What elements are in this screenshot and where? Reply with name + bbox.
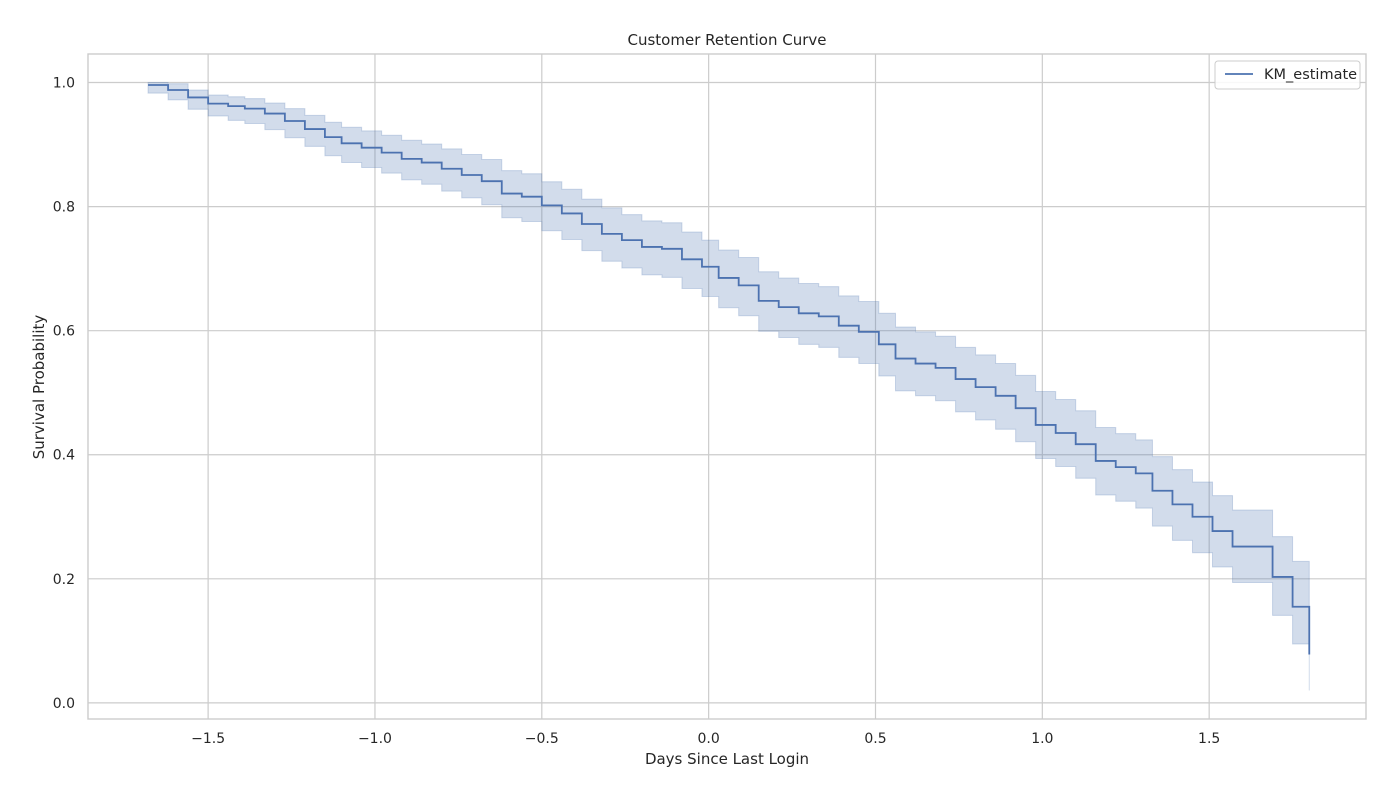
- y-tick-label: 0.6: [53, 324, 75, 340]
- legend-box: [1214, 60, 1361, 90]
- y-tick-label: 1.0: [53, 76, 75, 92]
- x-tick-labels: −1.5 −1.0 −0.5 0.0 0.5 1.0 1.5: [191, 731, 1220, 747]
- x-tick-label: 0.5: [864, 731, 886, 747]
- plot-frame: [87, 53, 1367, 720]
- x-tick-label: 1.0: [1031, 731, 1053, 747]
- x-tick-label: −0.5: [525, 731, 559, 747]
- confidence-band: [147, 82, 1310, 691]
- y-tick-labels: 0.0 0.2 0.4 0.6 0.8 1.0: [53, 76, 75, 712]
- y-axis-label: Survival Probability: [30, 315, 48, 460]
- legend: KM_estimate: [1214, 60, 1361, 90]
- series-line-layer: [148, 84, 1311, 655]
- grid-layer: [88, 54, 1366, 719]
- x-tick-label: 1.5: [1198, 731, 1220, 747]
- km-estimate-line: [148, 84, 1311, 655]
- confidence-band-layer: [147, 82, 1310, 691]
- x-tick-label: 0.0: [698, 731, 720, 747]
- x-axis-label: Days Since Last Login: [645, 750, 809, 768]
- x-tick-label: −1.5: [191, 731, 225, 747]
- x-tick-label: −1.0: [358, 731, 392, 747]
- y-tick-label: 0.2: [53, 572, 75, 588]
- y-tick-label: 0.0: [53, 696, 75, 712]
- y-tick-label: 0.4: [53, 448, 75, 464]
- chart-title: Customer Retention Curve: [628, 31, 827, 49]
- legend-label-km-estimate: KM_estimate: [1264, 67, 1357, 83]
- y-tick-label: 0.8: [53, 200, 75, 216]
